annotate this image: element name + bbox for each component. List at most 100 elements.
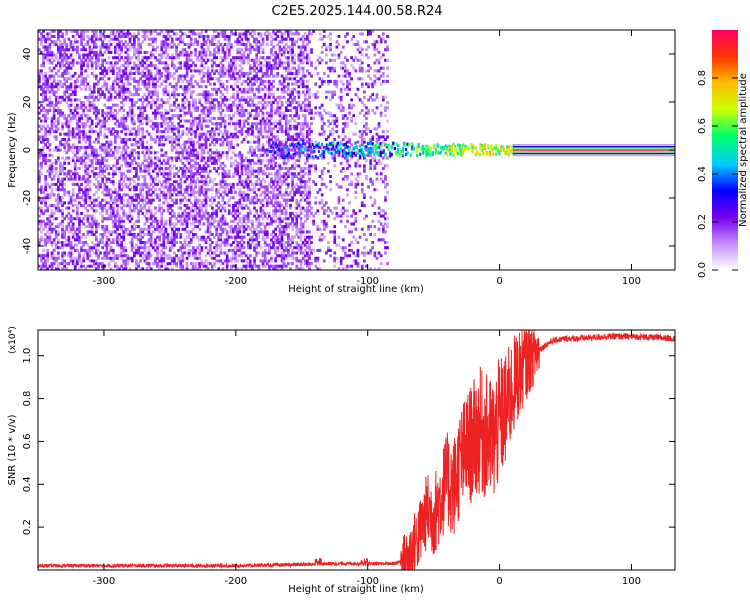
spectrogram-cell <box>217 72 221 75</box>
spectrogram-cell <box>124 248 128 252</box>
spectrogram-cell <box>221 219 225 223</box>
spectrogram-cell <box>158 227 161 231</box>
spectrogram-cell <box>196 211 199 215</box>
spectrogram-cell <box>257 230 261 234</box>
spectrogram-cell <box>164 219 168 223</box>
spectrogram-cell <box>92 204 96 207</box>
spectrogram-cell <box>198 227 202 231</box>
spectrogram-cell <box>38 82 41 86</box>
spectrogram-cell <box>95 190 98 194</box>
spectrogram-cell <box>196 58 199 62</box>
spectrogram-cell <box>194 198 197 202</box>
spectrogram-cell <box>230 219 233 223</box>
spectrogram-cell <box>232 93 235 97</box>
spectrogram-cell <box>99 72 102 75</box>
spectrogram-cell <box>238 153 242 157</box>
spectrogram-cell <box>40 35 43 38</box>
spectrogram-cell <box>202 148 206 152</box>
spectrogram-cell <box>238 50 242 54</box>
spectrogram-cell <box>168 185 172 189</box>
spectrogram-cell <box>97 37 100 41</box>
spectrogram-cell <box>120 69 123 73</box>
spectrogram-cell <box>154 227 157 231</box>
spectrogram-cell <box>185 140 189 144</box>
spectrogram-cell <box>236 103 240 107</box>
spectrogram-cell <box>143 82 147 86</box>
spectrogram-cell <box>200 248 204 252</box>
spectrogram-cell <box>105 135 109 139</box>
spectrogram-cell <box>143 259 147 263</box>
spectrogram-cell <box>208 148 212 152</box>
spectrogram-cell <box>249 64 252 68</box>
spectrogram-cell <box>76 204 79 207</box>
spectrogram-cell <box>249 127 252 131</box>
spectrogram-cell <box>116 148 119 152</box>
spectrogram-cell <box>230 188 233 192</box>
spectrogram-cell <box>145 145 149 149</box>
spectrogram-cell <box>249 132 252 136</box>
spectrogram-cell <box>223 175 227 178</box>
spectrogram-cell <box>259 222 263 226</box>
spectrogram-cell <box>194 106 197 110</box>
spectrogram-cell <box>187 64 191 68</box>
spectrogram-cell <box>200 262 204 266</box>
spectrogram-cell <box>38 153 41 157</box>
spectrogram-cell <box>183 32 187 36</box>
spectrogram-cell <box>48 109 52 112</box>
spectrogram-cell <box>46 230 50 234</box>
spectrogram-cell <box>234 172 237 176</box>
spectrogram-cell <box>116 190 119 194</box>
spectrogram-cell <box>265 222 269 226</box>
spectrogram-cell <box>139 119 142 123</box>
spectrogram-cell <box>223 114 227 118</box>
spectrogram-cell <box>154 29 157 33</box>
spectrogram-cell <box>230 161 233 165</box>
spectrogram-cell <box>65 190 69 194</box>
spectrogram-cell <box>145 74 149 78</box>
spectrogram-cell <box>227 74 231 78</box>
spectrogram-cell <box>63 161 66 165</box>
spectrogram-cell <box>65 95 69 99</box>
spectrogram-cell <box>57 201 60 205</box>
spectrogram-cell <box>92 29 96 33</box>
spectrogram-cell <box>50 227 54 231</box>
spectrogram-cell <box>42 35 45 38</box>
spectrogram-cell <box>103 43 107 46</box>
spectrogram-cell <box>116 72 119 75</box>
spectrogram-cell <box>181 211 185 215</box>
spectrogram-cell <box>249 45 252 49</box>
spectrogram-cell <box>246 264 250 268</box>
spectrogram-cell <box>128 211 132 215</box>
spectrogram-cell <box>86 29 90 33</box>
spectrogram-cell <box>154 101 157 104</box>
spectrogram-cell <box>90 233 94 236</box>
spectrogram-cell <box>211 58 214 62</box>
spectrogram-cell <box>215 122 218 126</box>
spectrogram-cell <box>130 159 134 163</box>
spectrogram-cell <box>90 127 94 131</box>
spectrogram-cell <box>46 238 50 242</box>
spectrogram-cell <box>82 79 85 83</box>
spectrogram-cell <box>101 156 104 160</box>
spectrogram-cell <box>109 148 113 152</box>
spectrogram-cell <box>194 185 197 189</box>
spectrogram-cell <box>194 161 197 165</box>
spectrogram-cell <box>204 93 208 97</box>
spectrogram-cell <box>194 180 197 184</box>
spectrogram-cell <box>44 90 47 94</box>
spectrogram-cell <box>135 87 138 91</box>
spectrogram-cell <box>177 259 180 263</box>
spectrogram-cell <box>116 50 119 54</box>
spectrogram-cell <box>253 230 256 234</box>
spectrogram-cell <box>154 238 157 242</box>
spectrogram-cell <box>240 61 244 65</box>
spectrogram-cell <box>61 98 64 102</box>
spectrogram-cell <box>244 180 248 184</box>
spectrogram-cell <box>232 254 235 258</box>
spectrogram-cell <box>162 243 166 247</box>
spectrogram-cell <box>251 35 254 38</box>
spectrogram-cell <box>198 167 202 170</box>
spectrogram-cell <box>103 143 107 147</box>
spectrogram-cell <box>166 167 170 170</box>
spectrogram-cell <box>242 264 246 268</box>
